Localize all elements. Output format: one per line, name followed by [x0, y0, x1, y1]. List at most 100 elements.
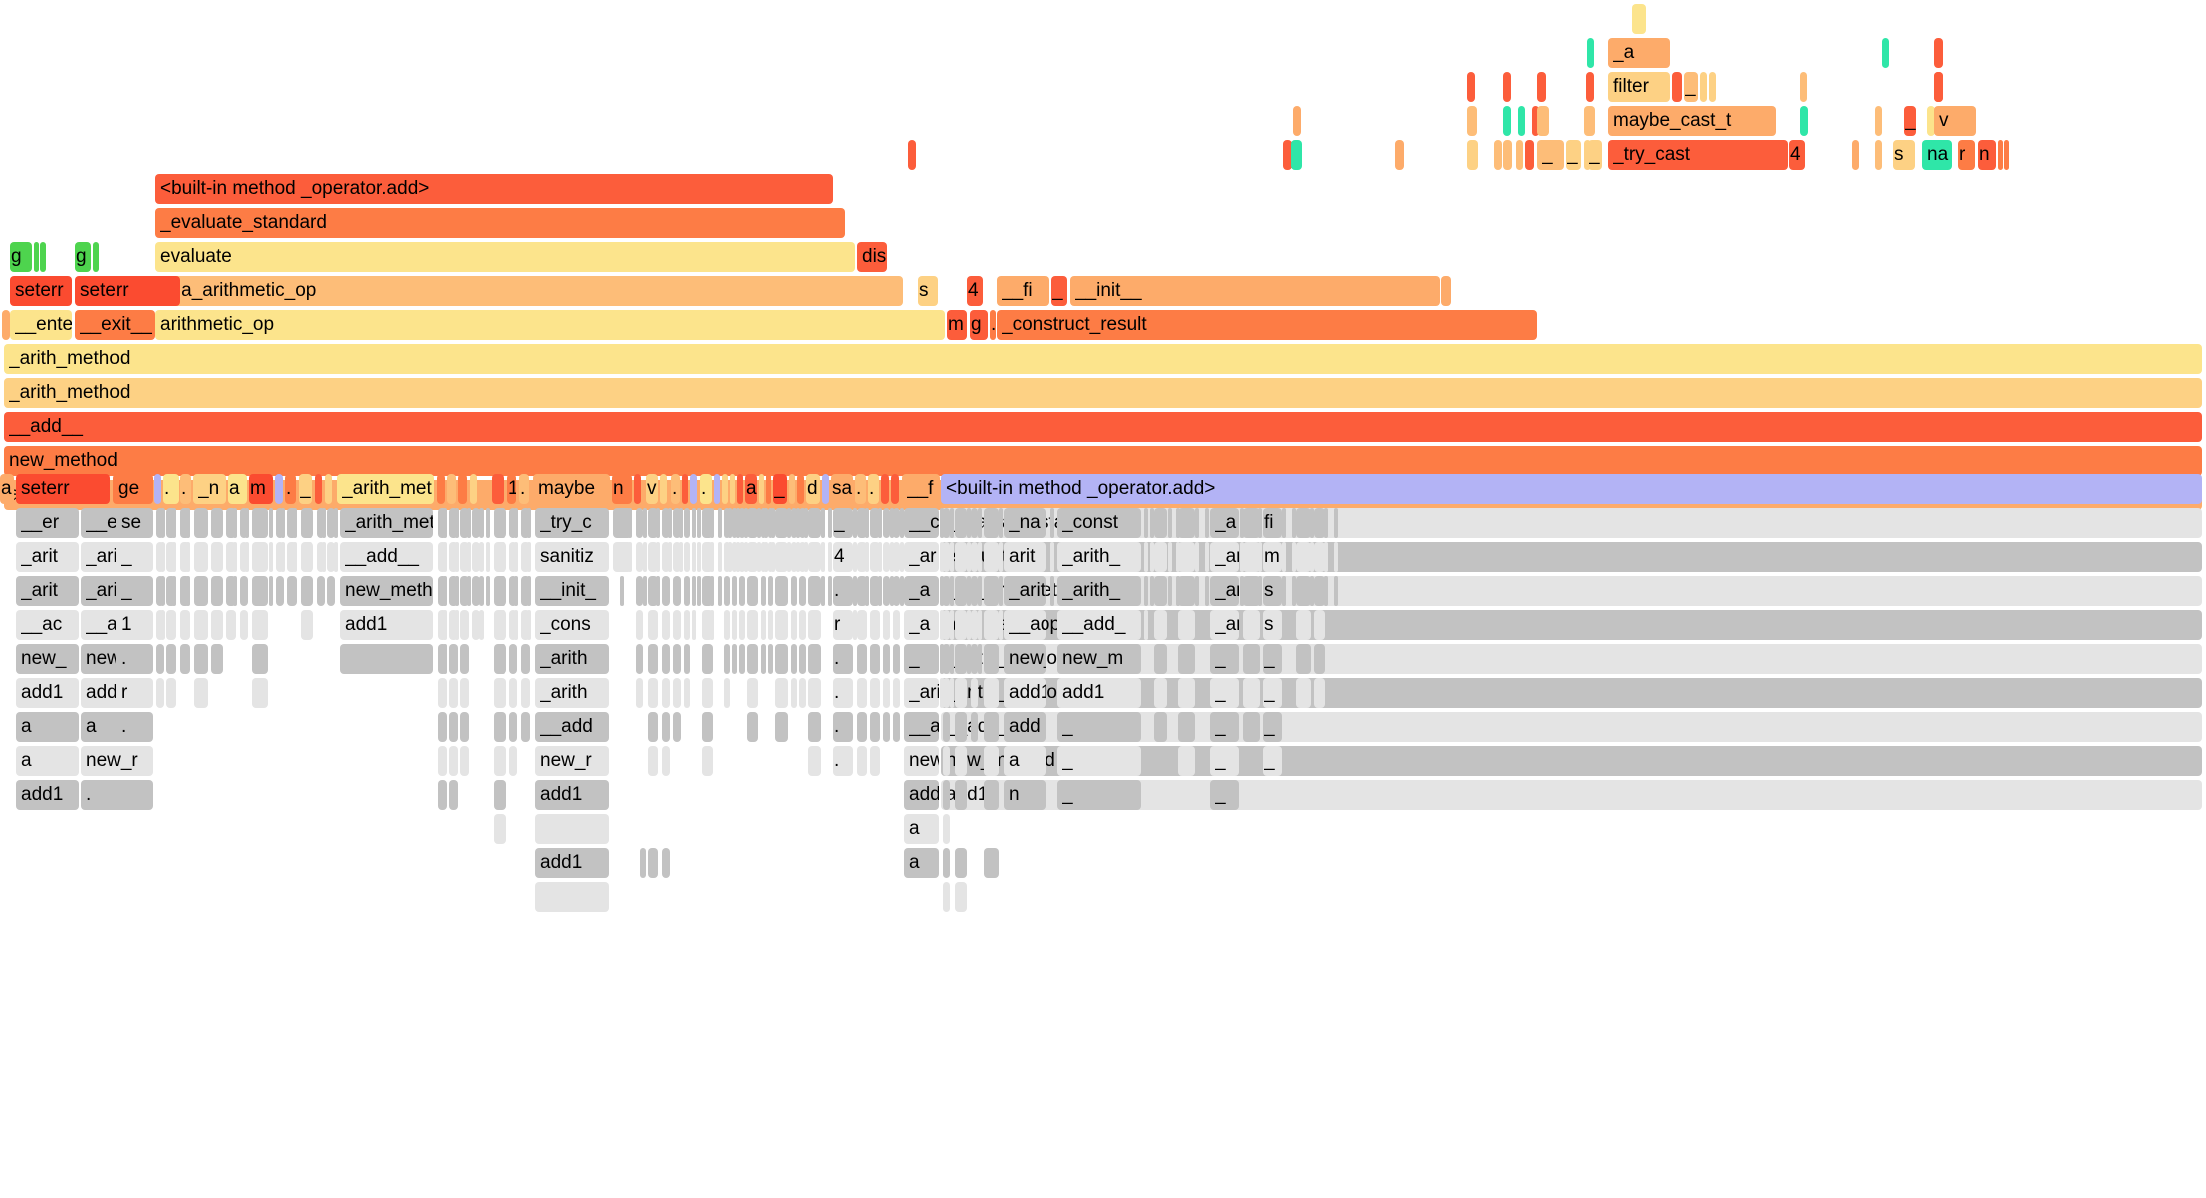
flame-frame-dim-sliver[interactable]: [1334, 508, 1338, 538]
flame-frame-dim[interactable]: [1314, 678, 1325, 708]
flame-frame-dim[interactable]: [684, 542, 690, 572]
flame-frame-dim[interactable]: [955, 678, 967, 708]
flame-frame-dim-sliver[interactable]: [281, 542, 285, 572]
flame-frame-dim-sliver[interactable]: [697, 508, 701, 538]
flame-frame-dim-sliver[interactable]: [764, 508, 768, 538]
flame-frame-dim[interactable]: [211, 610, 223, 640]
flame-frame-dim[interactable]: [799, 644, 806, 674]
flame-frame-top[interactable]: [1503, 106, 1511, 136]
flame-frame-dim-sliver[interactable]: [1334, 576, 1338, 606]
flame-frame-dim-sliver[interactable]: [853, 610, 857, 640]
flame-frame-dim[interactable]: [943, 712, 950, 742]
flame-frame-dim[interactable]: fi: [1263, 508, 1282, 538]
flame-frame-dim[interactable]: [808, 644, 821, 674]
flame-frame-dim[interactable]: a: [904, 814, 939, 844]
flame-frame-dim-deep[interactable]: [640, 848, 646, 878]
flame-frame-dim[interactable]: [984, 542, 999, 572]
flame-frame-dim[interactable]: [1243, 678, 1260, 708]
flame-frame-dim[interactable]: [768, 576, 773, 606]
flame-frame-dim-sliver[interactable]: [443, 542, 447, 572]
flame-frame-dim[interactable]: [768, 542, 773, 572]
flame-frame-dim[interactable]: add1: [904, 780, 939, 810]
flame-frame-dim-sliver[interactable]: [486, 576, 490, 606]
flame-frame-dim-sliver[interactable]: [501, 542, 505, 572]
flame-frame-dim[interactable]: [883, 712, 890, 742]
flame-frame-dim-sliver[interactable]: [479, 610, 484, 640]
flame-frame-dim-sliver[interactable]: [940, 542, 944, 572]
flame-frame-dim[interactable]: [673, 712, 681, 742]
flame-frame-top[interactable]: [1537, 106, 1549, 136]
flame-frame-dim[interactable]: [684, 678, 690, 708]
flame-frame-dim[interactable]: [194, 678, 208, 708]
flame-frame-dim[interactable]: [509, 542, 517, 572]
flame-frame-bottom[interactable]: .: [519, 474, 529, 504]
flame-frame-dim-sliver[interactable]: [233, 508, 237, 538]
flame-frame-bottom[interactable]: [822, 474, 829, 504]
flame-frame-dim-sliver[interactable]: [1195, 576, 1199, 606]
flame-frame-dim-sliver[interactable]: [978, 610, 982, 640]
flame-frame-dim-sliver[interactable]: [186, 542, 190, 572]
flame-frame-dim[interactable]: [636, 542, 643, 572]
flame-frame-dim-sliver[interactable]: [443, 610, 447, 640]
flame-frame-dim[interactable]: [747, 508, 758, 538]
flame-frame-dim[interactable]: [449, 644, 458, 674]
flame-frame-dim-sliver[interactable]: [269, 542, 273, 572]
flame-frame-dim[interactable]: [883, 610, 890, 640]
flame-frame-top[interactable]: n: [1978, 140, 1996, 170]
flame-frame-dim-sliver[interactable]: [486, 542, 490, 572]
flame-frame-top[interactable]: [1467, 72, 1475, 102]
flame-frame-dim[interactable]: [893, 576, 900, 606]
flame-frame-dim-sliver[interactable]: [1324, 576, 1328, 606]
flame-frame-dim-sliver[interactable]: [172, 576, 176, 606]
flame-frame-dim[interactable]: [1243, 644, 1260, 674]
flame-frame-dim[interactable]: [156, 644, 164, 674]
flame-frame-dim[interactable]: [211, 542, 223, 572]
flame-frame-dim[interactable]: .: [116, 712, 150, 742]
flame-frame-top[interactable]: [1584, 140, 1591, 170]
flame-frame-top[interactable]: [1586, 72, 1594, 102]
flame-frame-top[interactable]: _try_cast: [1608, 140, 1788, 170]
flame-frame-dim[interactable]: [791, 678, 797, 708]
flame-frame-bottom[interactable]: n: [612, 474, 632, 504]
flame-frame-dim[interactable]: [702, 542, 713, 572]
flame-frame-dim-sliver[interactable]: [620, 508, 624, 538]
flame-frame-top[interactable]: [1395, 140, 1404, 170]
flame-frame-top[interactable]: [1293, 106, 1301, 136]
flame-frame-dim[interactable]: [449, 678, 458, 708]
flame-frame-highlight[interactable]: arithmetic_op: [941, 610, 2202, 640]
flame-frame-dim-sliver[interactable]: [527, 542, 531, 572]
flame-frame-dim-sliver[interactable]: [853, 542, 857, 572]
flame-frame-top[interactable]: [1927, 106, 1935, 136]
flame-frame-dim-sliver[interactable]: [950, 610, 954, 640]
flame-frame-dim-sliver[interactable]: [710, 542, 714, 572]
flame-frame-dim[interactable]: [808, 576, 821, 606]
flame-frame-dim[interactable]: [1243, 610, 1260, 640]
flame-frame-dim[interactable]: [883, 678, 890, 708]
flame-frame-dim[interactable]: [438, 644, 447, 674]
flame-frame-dim-sliver[interactable]: [978, 576, 982, 606]
flame-frame-dim[interactable]: [883, 542, 890, 572]
flame-frame-bottom[interactable]: a: [228, 474, 247, 504]
flame-frame-dim[interactable]: [438, 508, 447, 538]
flame-frame-dim[interactable]: [799, 508, 806, 538]
flame-frame-top[interactable]: v: [1934, 106, 1976, 136]
flame-frame-dim[interactable]: add1: [1004, 678, 1046, 708]
flame-frame-dim[interactable]: [1154, 712, 1167, 742]
flame-frame-dim[interactable]: [724, 576, 730, 606]
flame-frame-bottom[interactable]: [730, 474, 735, 504]
flame-frame-dim[interactable]: _: [1263, 678, 1282, 708]
flame-frame-dim-sliver[interactable]: [878, 542, 882, 572]
flame-frame-dim[interactable]: _ar: [1210, 542, 1239, 572]
flame-frame-dim[interactable]: [226, 610, 236, 640]
flame-frame-bottom[interactable]: [881, 474, 889, 504]
flame-frame-dim-sliver[interactable]: [967, 542, 971, 572]
flame-frame-dim-sliver[interactable]: [1050, 576, 1054, 606]
flame-frame-dim[interactable]: [276, 542, 284, 572]
flame-frame-dim[interactable]: [1154, 678, 1167, 708]
flame-frame-dim-sliver[interactable]: [999, 610, 1003, 640]
flame-frame-top[interactable]: [1672, 72, 1682, 102]
flame-frame-dim-sliver[interactable]: [821, 542, 825, 572]
flame-frame-top[interactable]: [1467, 106, 1477, 136]
flame-frame-dim[interactable]: _: [1210, 746, 1239, 776]
flame-frame-dim[interactable]: [636, 610, 643, 640]
